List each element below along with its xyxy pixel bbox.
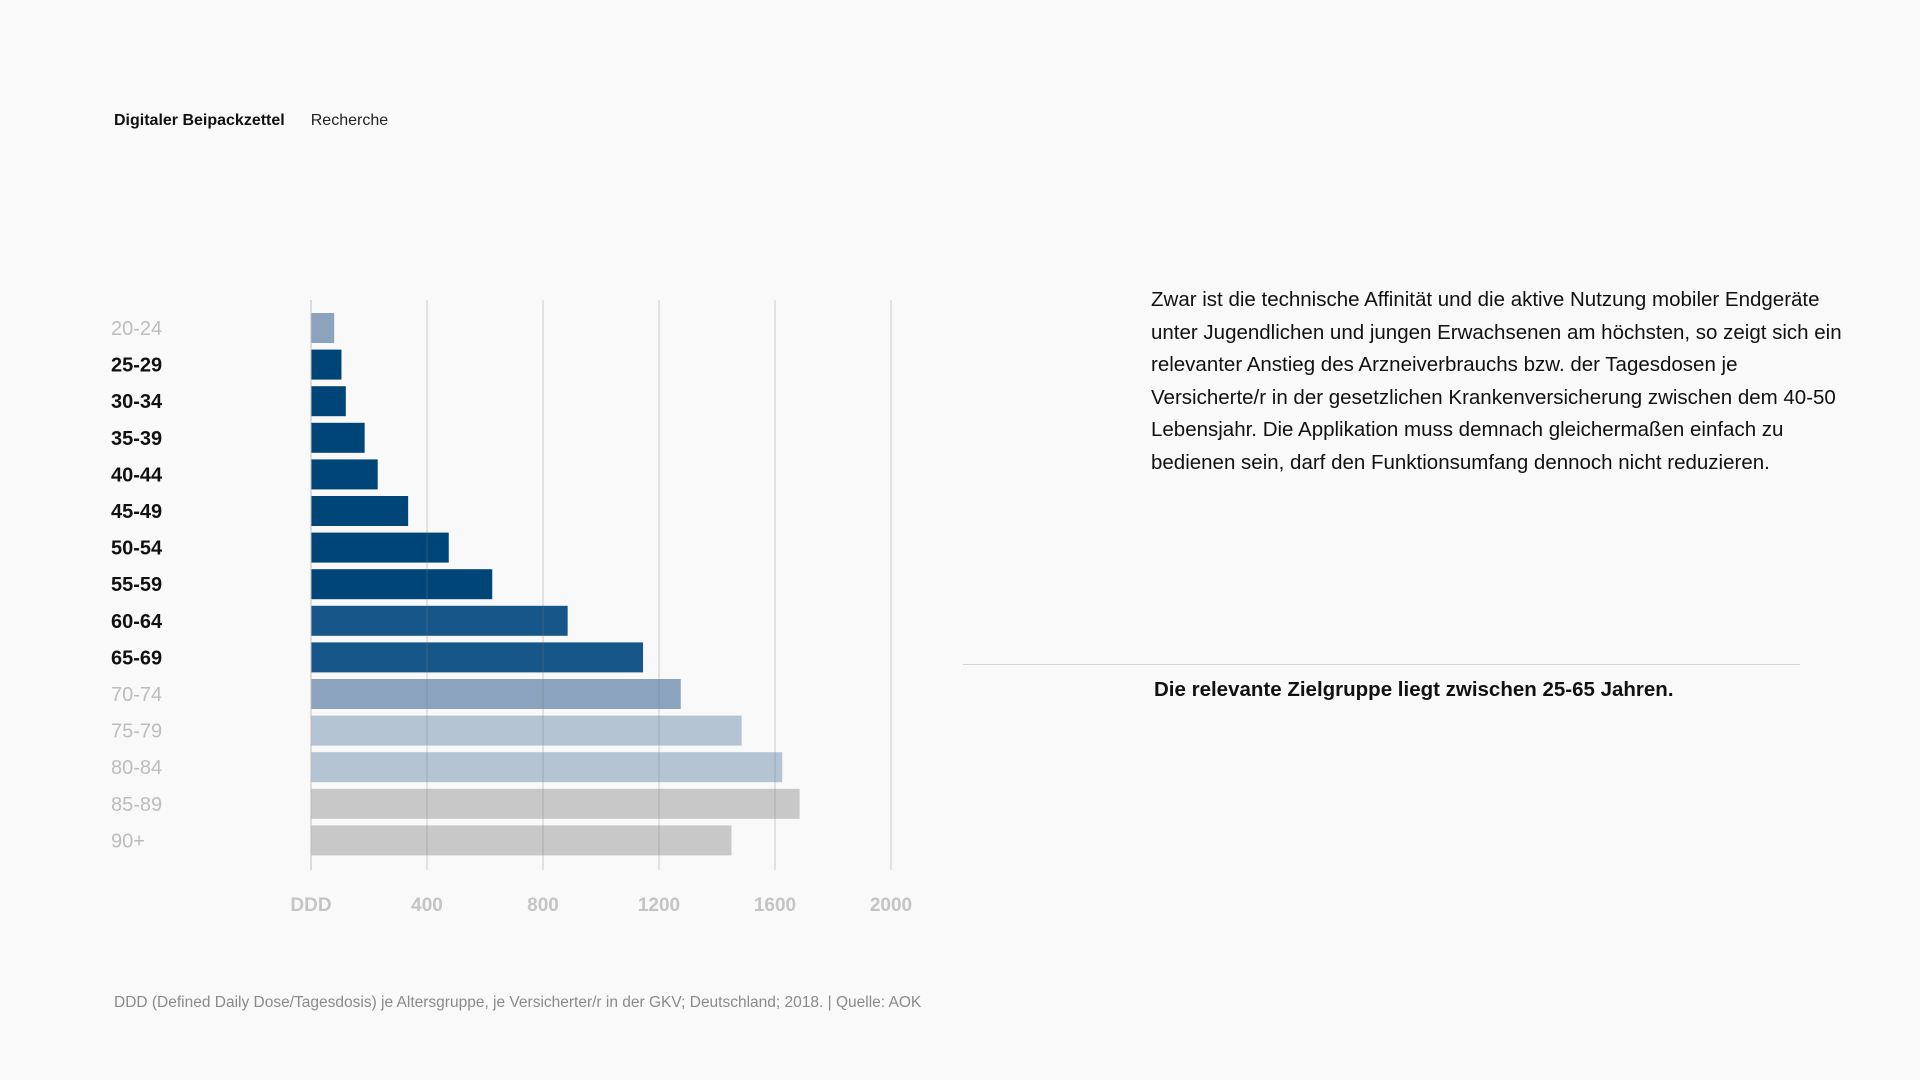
x-tick-label: 2000 (870, 895, 912, 916)
nav-section-recherche[interactable]: Recherche (310, 112, 389, 129)
category-label: 20-24 (111, 318, 162, 340)
category-label: 25-29 (111, 355, 162, 377)
source-footnote: DDD (Defined Daily Dose/Tagesdosis) je A… (114, 994, 922, 1011)
brand-title[interactable]: Digitaler Beipackzettel (114, 112, 285, 129)
bar-50-54 (311, 532, 449, 563)
category-label: 85-89 (111, 794, 162, 816)
bar-90+ (311, 825, 732, 856)
category-label: 80-84 (111, 757, 162, 779)
x-tick-label: 1200 (638, 895, 680, 916)
body-paragraph: Zwar ist die technische Affinität und di… (1151, 288, 1842, 474)
category-label: 75-79 (111, 721, 162, 743)
target-group-statement: Die relevante Zielgruppe liegt zwischen … (1154, 678, 1674, 701)
bar-25-29 (311, 349, 342, 380)
category-label: 55-59 (111, 574, 162, 596)
bar-30-34 (311, 386, 346, 417)
category-label: 90+ (111, 830, 145, 852)
category-label: 70-74 (111, 684, 162, 706)
chart-svg: 20-24 25-29 30-34 35-39 40-44 45-49 50-54 55-59… (111, 300, 912, 916)
x-tick-label: DDD (290, 895, 331, 916)
bar-40-44 (311, 459, 378, 490)
category-label: 45-49 (111, 501, 162, 523)
category-label: 40-44 (111, 464, 163, 486)
bar-75-79 (311, 715, 742, 746)
ddd-bar-chart: 20-24 25-29 30-34 35-39 40-44 45-49 50-54 55-59… (100, 290, 960, 930)
header: Digitaler Beipackzettel Recherche (114, 112, 388, 130)
category-label: 65-69 (111, 647, 162, 669)
divider (963, 664, 1800, 665)
bar-65-69 (311, 642, 644, 673)
category-label: 50-54 (111, 538, 163, 560)
x-tick-label: 400 (411, 895, 443, 916)
bar-35-39 (311, 422, 365, 453)
bar-55-59 (311, 569, 493, 600)
bar-70-74 (311, 679, 681, 709)
bar-85-89 (311, 788, 800, 819)
category-label: 60-64 (111, 611, 163, 633)
bar-45-49 (311, 496, 409, 526)
bar-60-64 (311, 605, 568, 636)
category-label: 35-39 (111, 428, 162, 450)
bar-20-24 (311, 313, 335, 343)
category-label: 30-34 (111, 391, 163, 413)
x-tick-label: 800 (527, 895, 559, 916)
x-tick-label: 1600 (754, 895, 796, 916)
bar-80-84 (311, 752, 783, 783)
